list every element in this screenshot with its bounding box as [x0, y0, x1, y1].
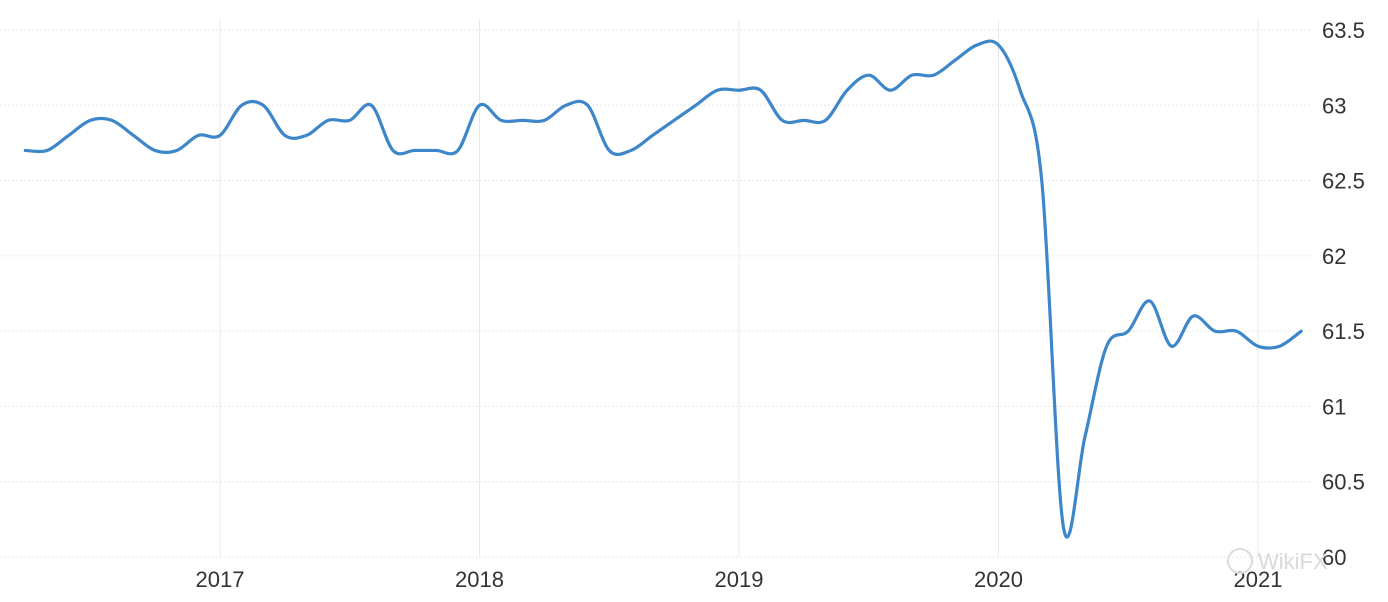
data-point	[801, 117, 807, 123]
y-tick-label: 63	[1322, 93, 1346, 118]
data-point	[650, 132, 656, 138]
data-point	[325, 117, 331, 123]
data-point	[693, 102, 699, 108]
y-tick-label: 60	[1322, 545, 1346, 570]
series-layer	[22, 39, 1304, 539]
data-point	[390, 147, 396, 153]
data-point	[628, 147, 634, 153]
data-point	[779, 117, 785, 123]
data-point	[887, 87, 893, 93]
data-point	[974, 42, 980, 48]
data-point	[433, 147, 439, 153]
data-point	[66, 132, 72, 138]
data-point	[606, 147, 612, 153]
data-point	[1298, 328, 1304, 334]
data-point	[44, 147, 50, 153]
data-point	[87, 117, 93, 123]
data-point	[585, 102, 591, 108]
data-point	[1082, 434, 1088, 440]
data-point	[282, 132, 288, 138]
data-point	[1017, 87, 1023, 93]
x-tick-label: 2019	[715, 567, 764, 592]
data-point	[131, 132, 137, 138]
data-point	[952, 57, 958, 63]
data-point	[1104, 343, 1110, 349]
data-point	[455, 147, 461, 153]
data-point	[368, 102, 374, 108]
watermark-text: WikiFX	[1258, 549, 1328, 574]
data-point	[260, 102, 266, 108]
data-point	[152, 147, 158, 153]
y-tick-label: 62.5	[1322, 169, 1365, 194]
vertical-gridlines	[219, 20, 1259, 557]
data-point	[304, 132, 310, 138]
y-tick-label: 61.5	[1322, 319, 1365, 344]
data-point	[174, 147, 180, 153]
y-tick-label: 60.5	[1322, 470, 1365, 495]
data-point	[1212, 328, 1218, 334]
data-point	[1125, 328, 1131, 334]
data-point	[498, 117, 504, 123]
y-axis-tick-labels: 60 60.5 61 61.5 62 62.5 63 63.5	[1322, 18, 1365, 570]
horizontal-gridlines	[0, 29, 1310, 558]
data-point	[823, 117, 829, 123]
data-point	[1277, 343, 1283, 349]
data-point	[109, 117, 115, 123]
data-point	[22, 147, 28, 153]
watermark: WikiFX	[1227, 548, 1328, 574]
x-tick-label: 2021	[1234, 567, 1283, 592]
data-point	[909, 72, 915, 78]
data-point	[866, 72, 872, 78]
data-point	[1039, 178, 1045, 184]
data-point	[1147, 298, 1153, 304]
data-point	[563, 102, 569, 108]
data-point	[239, 102, 245, 108]
y-tick-label: 62	[1322, 244, 1346, 269]
data-point	[217, 132, 223, 138]
data-point	[1233, 328, 1239, 334]
data-point	[477, 102, 483, 108]
data-point	[1255, 343, 1261, 349]
x-axis-tick-labels: 2017 2018 2019 2020 2021	[196, 567, 1283, 592]
data-point	[736, 87, 742, 93]
x-tick-label: 2018	[455, 567, 504, 592]
data-point	[412, 147, 418, 153]
x-tick-label: 2020	[974, 567, 1023, 592]
data-point	[671, 117, 677, 123]
x-tick-label: 2017	[196, 567, 245, 592]
data-point	[758, 87, 764, 93]
y-tick-label: 63.5	[1322, 18, 1365, 43]
data-point	[996, 42, 1002, 48]
data-point	[195, 132, 201, 138]
data-point	[931, 72, 937, 78]
data-point	[347, 117, 353, 123]
data-point	[714, 87, 720, 93]
data-point	[541, 117, 547, 123]
data-point	[1060, 524, 1066, 530]
data-point	[844, 87, 850, 93]
data-point	[1169, 343, 1175, 349]
data-point	[1190, 313, 1196, 319]
series-line	[23, 39, 1303, 539]
data-point	[520, 117, 526, 123]
y-tick-label: 61	[1322, 394, 1346, 419]
watermark-logo-icon	[1227, 548, 1253, 574]
